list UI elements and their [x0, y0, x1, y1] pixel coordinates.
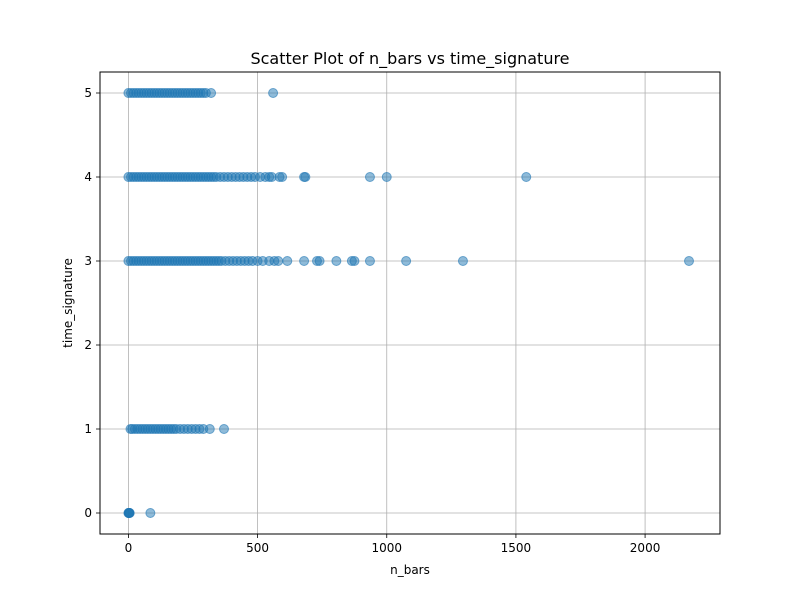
y-tick-label: 2: [84, 338, 92, 352]
data-point: [145, 508, 156, 518]
data-points: [123, 88, 694, 518]
data-point: [282, 256, 293, 266]
data-point: [299, 256, 310, 266]
data-point: [521, 172, 532, 182]
y-axis-label: time_signature: [61, 258, 75, 348]
y-tick-label: 1: [84, 422, 92, 436]
data-point: [381, 172, 392, 182]
data-point: [349, 256, 360, 266]
y-tick-label: 5: [84, 86, 92, 100]
x-tick-label: 500: [246, 541, 269, 555]
chart-title: Scatter Plot of n_bars vs time_signature: [250, 49, 569, 69]
data-point: [219, 424, 229, 434]
y-tick-label: 4: [84, 170, 92, 184]
plot-frame: [99, 71, 721, 535]
data-point: [457, 256, 468, 266]
data-point: [268, 88, 279, 98]
x-axis: 0 500 1000 1500 2000: [125, 534, 661, 555]
data-point: [331, 256, 342, 266]
data-point: [273, 256, 284, 266]
data-point: [401, 256, 412, 266]
x-axis-label: n_bars: [390, 563, 430, 577]
data-point: [300, 172, 311, 182]
data-point: [206, 88, 217, 98]
x-tick-label: 1000: [371, 541, 402, 555]
y-axis: 0 1 2 3 4 5: [84, 86, 100, 520]
y-tick-label: 3: [84, 254, 92, 268]
plot-area: [99, 71, 721, 535]
data-point: [364, 172, 375, 182]
y-tick-label: 0: [84, 506, 92, 520]
data-point: [314, 256, 325, 266]
data-point: [364, 256, 375, 266]
data-point: [684, 256, 694, 266]
x-tick-label: 0: [125, 541, 133, 555]
plot-background: [100, 72, 720, 534]
data-point: [124, 508, 135, 518]
data-point: [204, 424, 215, 434]
data-point: [277, 172, 288, 182]
x-tick-label: 1500: [501, 541, 532, 555]
x-tick-label: 2000: [630, 541, 661, 555]
